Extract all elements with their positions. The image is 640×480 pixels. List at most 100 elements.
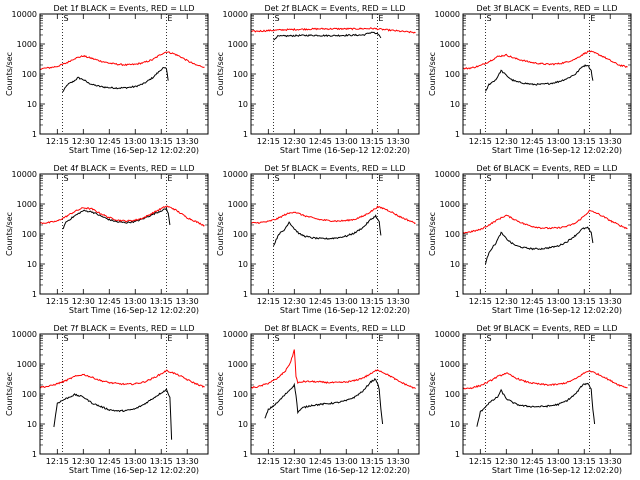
x-tick-label: 12:30	[283, 137, 306, 146]
x-tick-label: 13:30	[599, 297, 622, 306]
x-tick-label: 12:30	[495, 137, 518, 146]
y-tick-label: 1	[455, 130, 460, 139]
lld-series-line	[39, 369, 205, 389]
x-tick-label: 12:15	[469, 297, 492, 306]
plot-frame	[462, 333, 632, 455]
chart-panel-6: Det 6f BLACK = Events, RED = LLD 1 10 100 10…	[428, 164, 632, 315]
y-axis-label: Counts/sec	[216, 52, 225, 96]
x-tick-label: 13:15	[150, 297, 173, 306]
chart-title: Det 6f BLACK = Events, RED = LLD	[476, 164, 617, 173]
y-tick-label: 10	[450, 260, 460, 269]
y-tick-label: 10000	[435, 330, 460, 339]
y-tick-label: 1	[32, 450, 37, 459]
plot-frame	[250, 13, 420, 135]
x-tick-label: 13:15	[361, 297, 384, 306]
chart-panel-8: Det 8f BLACK = Events, RED = LLD 1 10 100 10…	[216, 324, 420, 475]
x-tick-label: 13:15	[573, 137, 596, 146]
x-tick-label: 12:45	[98, 137, 121, 146]
lld-series-line	[39, 51, 205, 70]
y-tick-label: 10	[450, 100, 460, 109]
x-tick-label: 12:45	[98, 297, 121, 306]
y-tick-label: 10000	[12, 330, 37, 339]
chart-title: Det 2f BLACK = Events, RED = LLD	[264, 4, 405, 13]
y-tick-label: 1000	[440, 360, 460, 369]
y-tick-label: 1	[32, 130, 37, 139]
y-tick-label: 1	[455, 290, 460, 299]
x-tick-label: 12:15	[257, 297, 280, 306]
x-tick-label: 13:15	[573, 297, 596, 306]
lld-series-line	[39, 205, 205, 227]
y-tick-label: 100	[445, 390, 460, 399]
events-series-line	[485, 64, 594, 92]
y-tick-label: 10000	[435, 10, 460, 19]
marker-label-e: E	[378, 334, 383, 343]
y-tick-label: 100	[22, 230, 37, 239]
marker-label-e: E	[378, 14, 383, 23]
x-tick-label: 12:15	[257, 137, 280, 146]
chart-panel-4: Det 4f BLACK = Events, RED = LLD 1 10 100 10…	[5, 164, 209, 315]
x-tick-label: 13:00	[335, 137, 358, 146]
plot-frame	[39, 333, 209, 455]
y-tick-label: 1000	[440, 40, 460, 49]
y-axis-label: Counts/sec	[5, 372, 14, 416]
events-series-line	[264, 378, 384, 425]
x-tick-label: 12:45	[309, 137, 332, 146]
plot-frame	[39, 173, 209, 295]
marker-label-s: S	[275, 14, 280, 23]
marker-label-e: E	[590, 334, 595, 343]
y-axis-label: Counts/sec	[428, 52, 437, 96]
x-tick-label: 13:30	[176, 457, 199, 466]
y-tick-label: 10000	[223, 330, 248, 339]
y-tick-label: 1	[32, 290, 37, 299]
x-tick-label: 13:30	[176, 297, 199, 306]
y-axis-label: Counts/sec	[5, 212, 14, 256]
y-tick-label: 10	[27, 260, 37, 269]
chart-title: Det 4f BLACK = Events, RED = LLD	[53, 164, 194, 173]
y-tick-label: 10	[238, 420, 248, 429]
x-axis-label: Start Time (16-Sep-12 12:02:20)	[280, 146, 410, 155]
y-tick-label: 1000	[17, 40, 37, 49]
plot-frame	[250, 333, 420, 455]
x-tick-label: 13:15	[573, 457, 596, 466]
y-tick-label: 10000	[223, 10, 248, 19]
y-tick-label: 10000	[12, 170, 37, 179]
y-tick-label: 100	[233, 390, 248, 399]
x-tick-label: 13:15	[150, 137, 173, 146]
marker-label-e: E	[590, 174, 595, 183]
x-axis-label: Start Time (16-Sep-12 12:02:20)	[492, 466, 622, 475]
x-axis-label: Start Time (16-Sep-12 12:02:20)	[492, 306, 622, 315]
marker-label-s: S	[487, 14, 492, 23]
marker-label-s: S	[487, 174, 492, 183]
x-tick-label: 13:15	[150, 457, 173, 466]
chart-title: Det 5f BLACK = Events, RED = LLD	[264, 164, 405, 173]
y-tick-label: 1	[243, 450, 248, 459]
marker-label-e: E	[167, 14, 172, 23]
x-axis-label: Start Time (16-Sep-12 12:02:20)	[69, 466, 199, 475]
y-tick-label: 1000	[228, 200, 248, 209]
x-tick-label: 13:15	[361, 457, 384, 466]
marker-label-s: S	[275, 174, 280, 183]
x-tick-label: 12:15	[46, 297, 69, 306]
marker-label-e: E	[167, 174, 172, 183]
x-tick-label: 12:30	[283, 297, 306, 306]
y-tick-label: 1000	[17, 200, 37, 209]
chart-title: Det 8f BLACK = Events, RED = LLD	[264, 324, 405, 333]
x-tick-label: 12:45	[521, 457, 544, 466]
events-series-line	[53, 388, 173, 440]
lld-series-line	[250, 27, 416, 34]
chart-panel-9: Det 9f BLACK = Events, RED = LLD 1 10 100 10…	[428, 324, 632, 475]
x-tick-label: 12:30	[72, 297, 95, 306]
plot-frame	[250, 173, 420, 295]
x-tick-label: 13:00	[335, 457, 358, 466]
lld-series-line	[250, 349, 416, 390]
y-tick-label: 1	[243, 290, 248, 299]
y-tick-label: 10	[238, 100, 248, 109]
y-tick-label: 1000	[17, 360, 37, 369]
x-axis-label: Start Time (16-Sep-12 12:02:20)	[280, 306, 410, 315]
x-tick-label: 12:45	[98, 457, 121, 466]
x-tick-label: 12:30	[72, 457, 95, 466]
events-series-line	[62, 207, 171, 230]
lld-series-line	[462, 50, 628, 70]
chart-panel-3: Det 3f BLACK = Events, RED = LLD 1 10 100 10…	[428, 4, 632, 155]
